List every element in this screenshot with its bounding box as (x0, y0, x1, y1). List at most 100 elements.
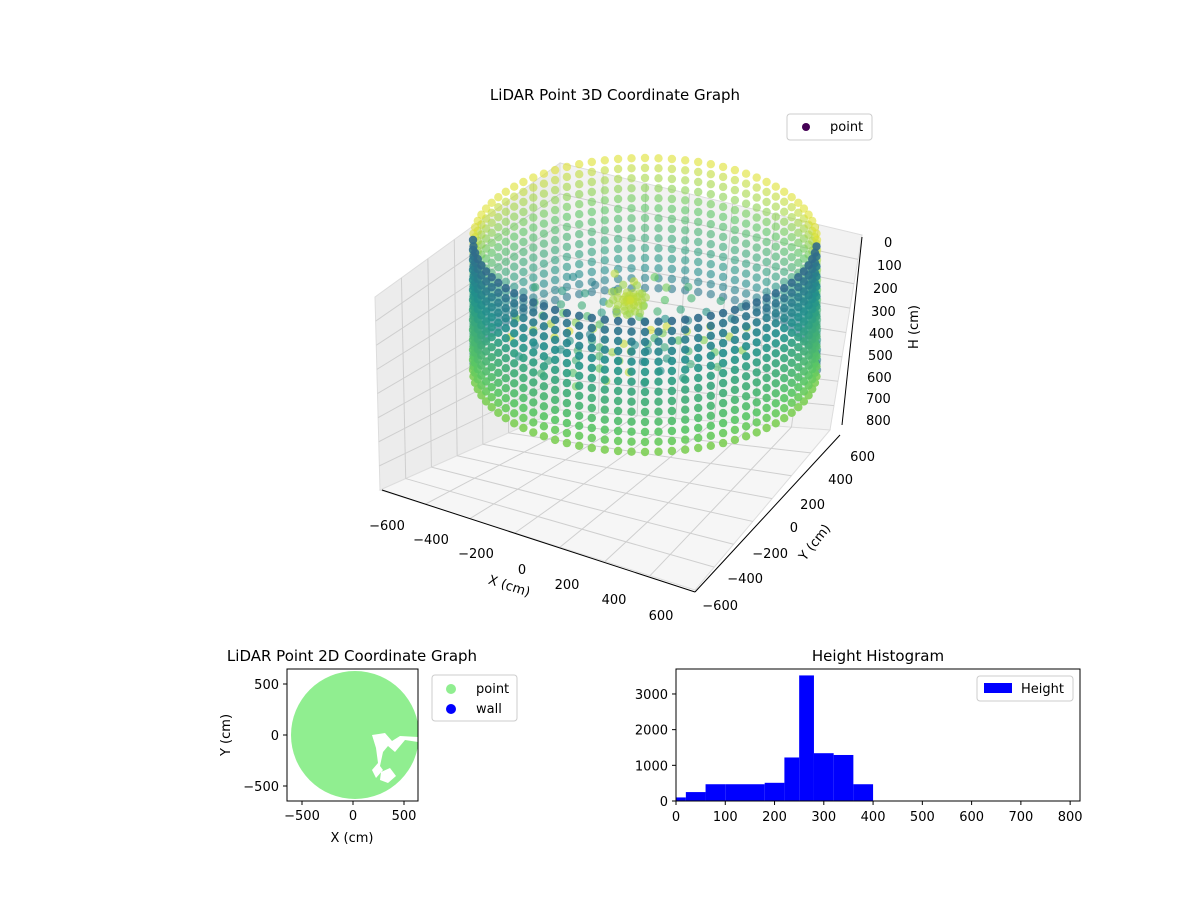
cloud-point (627, 254, 636, 263)
cloud-point (519, 363, 528, 373)
cloud-point (632, 281, 642, 290)
x-tick-label: 800 (1058, 810, 1083, 825)
cloud-point (529, 308, 538, 317)
histogram-bar (764, 782, 785, 801)
cloud-point (706, 210, 715, 219)
cloud-point (741, 362, 751, 371)
cloud-point (730, 435, 740, 445)
cloud-point (529, 203, 538, 212)
cloud-point (587, 333, 596, 343)
cloud-point (762, 177, 771, 187)
cloud-point (469, 242, 478, 251)
cloud-point (730, 225, 740, 235)
cloud-point (694, 343, 703, 353)
cloud-point (752, 428, 761, 437)
cloud-point (794, 363, 803, 372)
cloud-point (640, 437, 650, 447)
cloud-point (794, 403, 803, 412)
cloud-point (752, 173, 761, 182)
cloud-point (501, 197, 510, 206)
cloud-point (674, 336, 683, 345)
cloud-point (587, 157, 596, 167)
cloud-point (771, 289, 780, 298)
cloud-point (550, 325, 560, 335)
cloud-point (627, 397, 636, 406)
point-cloud-3d (468, 153, 822, 457)
cloud-point (718, 388, 728, 398)
cloud-point (613, 346, 623, 356)
cloud-point (591, 280, 600, 290)
cloud-point (718, 318, 728, 328)
cloud-point (627, 164, 636, 173)
cloud-point (780, 364, 789, 373)
cloud-point (519, 393, 528, 403)
cloud-point (640, 163, 650, 173)
cloud-point (550, 415, 560, 425)
cloud-point (681, 166, 690, 175)
cloud-point (752, 348, 761, 357)
y-tick-label: −500 (243, 780, 279, 795)
histogram-bars (676, 675, 874, 801)
cloud-point (587, 287, 596, 297)
cloud-point (654, 254, 663, 263)
cloud-point (706, 391, 715, 400)
cloud-point (627, 447, 636, 456)
cloud-point (494, 388, 503, 397)
x-tick-label: 600 (959, 810, 984, 825)
cloud-point (640, 427, 650, 437)
cloud-point (730, 365, 740, 375)
cloud-point (640, 367, 650, 377)
cloud-point (575, 321, 584, 330)
cloud-point (627, 407, 636, 416)
cloud-point (718, 418, 728, 428)
cloud-point (519, 313, 528, 323)
cloud-point (667, 254, 677, 264)
cloud-point (681, 355, 690, 364)
cloud-point (762, 287, 771, 297)
cloud-point (501, 314, 510, 323)
cloud-point (681, 445, 690, 454)
cloud-point (681, 325, 690, 334)
cloud-point (539, 312, 549, 321)
cloud-point (730, 405, 740, 415)
histogram-bar (685, 792, 706, 801)
cloud-point (780, 404, 789, 413)
cloud-point (587, 403, 596, 413)
cloud-point (654, 154, 663, 163)
cloud-point (501, 237, 510, 246)
cloud-point (718, 182, 728, 192)
cloud-point (627, 234, 636, 243)
cloud-point (619, 295, 628, 304)
cloud-point (494, 338, 503, 347)
cloud-point (681, 226, 690, 235)
cloud-point (787, 308, 796, 317)
cloud-point (706, 411, 715, 420)
cloud-point (654, 397, 663, 406)
x-tick-label: 200 (762, 810, 787, 825)
cloud-point (575, 351, 584, 360)
cloud-point (780, 197, 789, 206)
cloud-point (587, 343, 596, 353)
cloud-point (640, 357, 650, 367)
cloud-point (562, 192, 572, 202)
cloud-point (600, 166, 609, 175)
cloud-point (741, 269, 751, 278)
cloud-point (718, 162, 728, 172)
cloud-point (794, 383, 803, 392)
cloud-point (752, 318, 761, 327)
cloud-point (501, 267, 510, 276)
cloud-point (539, 332, 549, 341)
cloud-point (539, 199, 549, 208)
cloud-point (752, 263, 761, 272)
z-tick-label: 600 (867, 371, 892, 386)
cloud-point (605, 299, 614, 308)
cloud-point (718, 338, 728, 348)
cloud-point (762, 343, 771, 353)
cloud-point (640, 223, 650, 233)
cloud-point (510, 182, 519, 191)
cloud-point (487, 293, 496, 302)
cloud-point (694, 267, 703, 277)
cloud-point (752, 253, 761, 262)
cloud-point (667, 396, 677, 406)
cloud-point (741, 189, 751, 198)
